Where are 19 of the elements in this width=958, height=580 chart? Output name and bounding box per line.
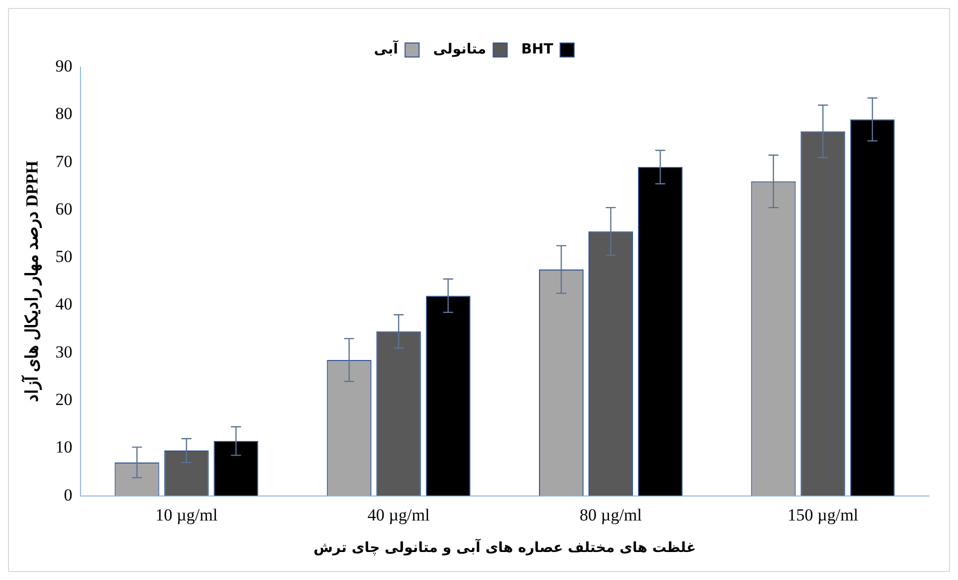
x-tick-label: 80 µg/ml bbox=[580, 505, 642, 524]
legend-label: آبی bbox=[374, 40, 400, 58]
y-tick-label: 90 bbox=[55, 56, 72, 76]
y-tick-label: 80 bbox=[55, 104, 72, 124]
y-tick-label: 50 bbox=[55, 247, 72, 266]
x-tick-label: 40 µg/ml bbox=[368, 505, 430, 524]
x-tick-label: 10 µg/ml bbox=[155, 505, 218, 524]
x-axis-title: غلظت های مختلف عصاره های آبی و متانولی چای ترش bbox=[313, 538, 696, 556]
y-tick-label: 0 bbox=[64, 485, 72, 504]
y-tick-label: 60 bbox=[55, 199, 72, 218]
y-tick-label: 10 bbox=[55, 438, 72, 457]
y-axis-title: درصد مهار رادیکال های آزاد DPPH bbox=[20, 160, 43, 402]
y-tick-label: 30 bbox=[55, 342, 72, 362]
y-tick-label: 20 bbox=[55, 390, 72, 409]
y-tick-label: 70 bbox=[55, 152, 72, 171]
x-tick-label: 150 µg/ml bbox=[788, 505, 859, 524]
legend-label: متانولی bbox=[433, 42, 486, 58]
y-tick-label: 40 bbox=[55, 294, 72, 314]
legend-label: BHT bbox=[521, 42, 554, 58]
